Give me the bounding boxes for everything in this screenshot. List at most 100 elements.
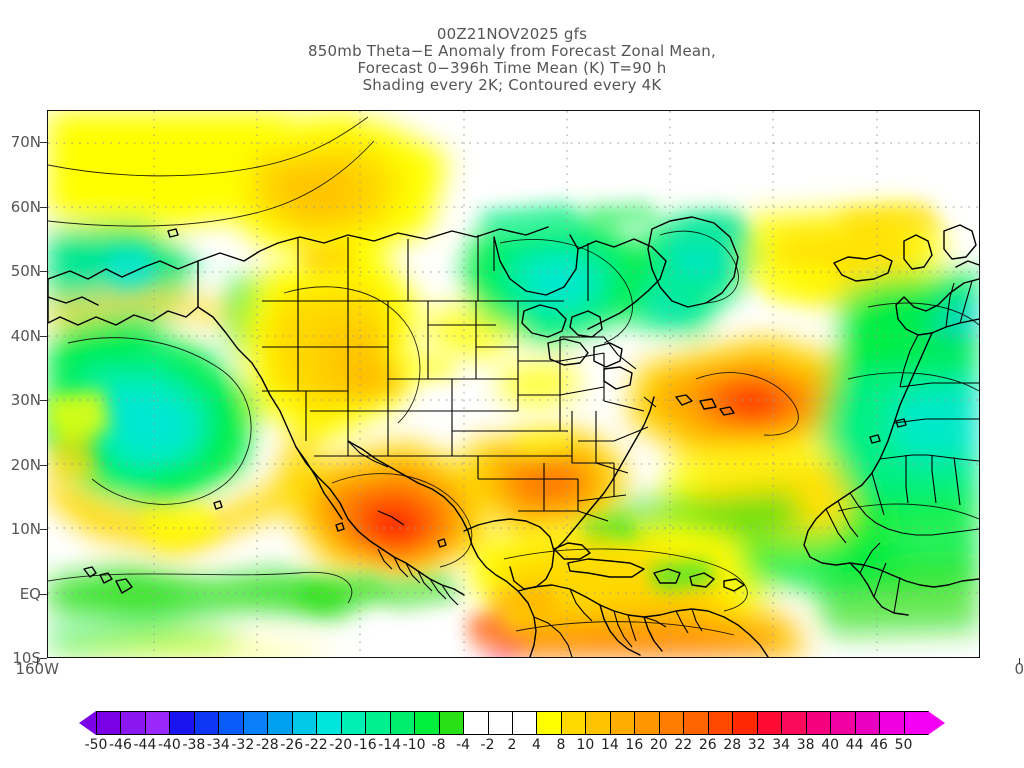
colorbar-tick-label: -16: [353, 737, 377, 753]
y-axis-tick-mark: [40, 335, 47, 337]
colorbar-tick-label: 14: [600, 737, 619, 753]
colorbar-swatch[interactable]: [805, 711, 832, 735]
colorbar-swatch[interactable]: [267, 711, 293, 735]
colorbar-low-arrow: [79, 711, 96, 735]
colorbar-tick-label: -14: [378, 737, 402, 753]
colorbar-tick-label: 40: [821, 737, 840, 753]
colorbar-swatch[interactable]: [560, 711, 587, 735]
colorbar-tick-label: 50: [894, 737, 913, 753]
colorbar-tick-label: -34: [206, 737, 230, 753]
colorbar-tick-label: -22: [304, 737, 328, 753]
y-axis-tick-label: 30N: [10, 391, 41, 410]
colorbar-tick-label: 32: [747, 737, 766, 753]
colorbar-tick-label: -10: [402, 737, 426, 753]
y-axis-tick-mark: [40, 206, 47, 208]
colorbar-tick-label: -20: [329, 737, 353, 753]
x-axis-tick-mark: [37, 658, 39, 664]
y-axis-tick-mark: [40, 142, 47, 144]
colorbar-tick-label: 46: [870, 737, 888, 753]
y-axis-tick-mark: [40, 400, 47, 402]
colorbar-swatch[interactable]: [242, 711, 269, 735]
title-line-model: 00Z21NOV2025 gfs: [436, 25, 588, 43]
colorbar-swatch[interactable]: [291, 711, 318, 735]
colorbar-tick-label: 44: [845, 737, 864, 753]
colorbar-swatch[interactable]: [316, 711, 342, 735]
colorbar-tick-label: 22: [674, 737, 693, 753]
colorbar-swatch[interactable]: [536, 711, 562, 735]
colorbar-swatch[interactable]: [340, 711, 367, 735]
y-axis-tick-label: 60N: [10, 197, 41, 216]
y-axis-tick-mark: [40, 529, 47, 531]
colorbar-tick-label: 38: [796, 737, 815, 753]
figure-title-block: 00Z21NOV2025 gfs 850mb Theta−E Anomaly f…: [0, 26, 1024, 94]
colorbar-swatch[interactable]: [193, 711, 220, 735]
colorbar-swatch[interactable]: [169, 711, 195, 735]
y-axis-tick-label: 50N: [10, 262, 41, 281]
colorbar-tick-label: -28: [255, 737, 279, 753]
y-axis-tick-mark: [40, 464, 47, 466]
colorbar-swatch[interactable]: [463, 711, 489, 735]
x-axis-tick-label: 160W: [15, 660, 59, 678]
contour-lines: [48, 116, 979, 636]
colorbar-swatch[interactable]: [438, 711, 465, 735]
colorbar-swatch[interactable]: [96, 711, 122, 735]
colorbar-swatch[interactable]: [512, 711, 538, 735]
y-axis-tick-label: 20N: [10, 455, 41, 474]
colorbar-tick-label: -50: [84, 737, 108, 753]
colorbar-swatch[interactable]: [683, 711, 709, 735]
colorbar-high-arrow: [928, 711, 945, 735]
y-axis-tick-mark: [40, 593, 47, 595]
colorbar-swatch[interactable]: [781, 711, 807, 735]
colorbar-swatch[interactable]: [487, 711, 513, 735]
y-axis-tick-label: EQ: [19, 584, 41, 603]
colorbar-tick-label: 8: [556, 737, 566, 753]
colorbar-tick-label: -44: [133, 737, 157, 753]
colorbar-tick-label: 4: [532, 737, 541, 753]
colorbar-swatch[interactable]: [414, 711, 440, 735]
map-plot-area[interactable]: [47, 110, 980, 658]
colorbar-swatch[interactable]: [585, 711, 611, 735]
colorbar-swatch[interactable]: [218, 711, 244, 735]
y-axis-tick-label: 70N: [10, 133, 41, 152]
colorbar-swatch[interactable]: [756, 711, 783, 735]
title-line-shading: Shading every 2K; Contoured every 4K: [362, 76, 662, 94]
colorbar-swatch[interactable]: [634, 711, 660, 735]
colorbar-tick-label: -46: [109, 737, 132, 753]
colorbar-swatch[interactable]: [389, 711, 416, 735]
y-axis-tick-label: 10S: [12, 649, 41, 667]
colorbar-swatch[interactable]: [830, 711, 856, 735]
colorbar[interactable]: [79, 711, 945, 735]
colorbar-swatch[interactable]: [903, 711, 929, 735]
y-axis-tick-mark: [40, 658, 47, 659]
colorbar-tick-label: -40: [157, 737, 181, 753]
colorbar-tick-label: 10: [576, 737, 595, 753]
colorbar-swatch[interactable]: [854, 711, 881, 735]
colorbar-tick-label: 26: [698, 737, 717, 753]
colorbar-swatch[interactable]: [658, 711, 685, 735]
colorbar-tick-label: -8: [431, 737, 446, 753]
colorbar-tick-label: 2: [507, 737, 517, 753]
coastlines: [48, 216, 979, 657]
colorbar-tick-label: 16: [625, 737, 644, 753]
colorbar-tick-label: -38: [182, 737, 206, 753]
x-axis-tick-mark: [1019, 658, 1021, 664]
x-axis-tick-label: 0: [1014, 660, 1024, 678]
anomaly-field-svg: [48, 111, 979, 657]
colorbar-tick-label: -4: [456, 737, 471, 753]
y-axis-tick-mark: [40, 271, 47, 273]
colorbar-swatch[interactable]: [144, 711, 171, 735]
colorbar-swatch[interactable]: [120, 711, 146, 735]
colorbar-tick-label: -32: [231, 737, 255, 753]
colorbar-tick-label: -26: [280, 737, 304, 753]
colorbar-swatch[interactable]: [609, 711, 636, 735]
anomaly-shading-broad: [48, 111, 979, 657]
colorbar-tick-label: 20: [649, 737, 668, 753]
colorbar-swatch[interactable]: [365, 711, 391, 735]
political-borders: [197, 235, 979, 657]
colorbar-tick-label: -2: [480, 737, 495, 753]
colorbar-swatch[interactable]: [732, 711, 758, 735]
y-axis-tick-label: 40N: [10, 326, 41, 345]
colorbar-swatch[interactable]: [879, 711, 905, 735]
colorbar-swatch[interactable]: [707, 711, 734, 735]
